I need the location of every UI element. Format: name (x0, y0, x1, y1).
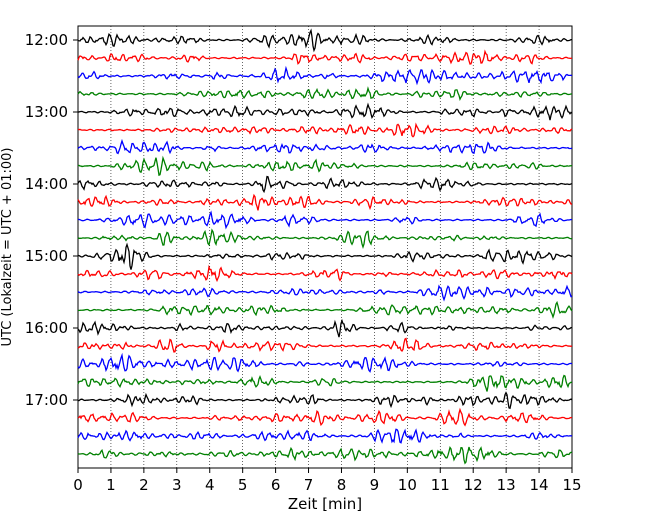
trace-1245 (77, 86, 573, 101)
y-tick-label: 15:00 (25, 247, 68, 265)
y-tick-label: 14:00 (25, 175, 68, 193)
trace-1500 (77, 242, 573, 270)
x-tick-label: 3 (172, 476, 182, 494)
trace-1215 (77, 49, 573, 65)
trace-1230 (77, 65, 573, 86)
y-tick-label: 12:00 (25, 31, 68, 49)
trace-1730 (77, 428, 573, 444)
x-tick-label: 6 (271, 476, 281, 494)
trace-1345 (77, 155, 573, 177)
x-tick-label: 12 (464, 476, 483, 494)
trace-1330 (77, 138, 573, 155)
trace-1715 (77, 407, 573, 427)
y-axis-ticks: 12:00 13:00 14:00 15:00 16:00 17:00 (25, 31, 78, 409)
trace-1530 (77, 284, 573, 302)
trace-1430 (77, 210, 573, 230)
x-tick-label: 13 (497, 476, 516, 494)
y-tick-label: 13:00 (25, 103, 68, 121)
y-axis-label: UTC (Lokalzeit = UTC + 01:00) (0, 148, 15, 347)
trace-1545 (77, 300, 573, 320)
trace-1615 (77, 337, 573, 353)
trace-1445 (77, 228, 573, 249)
x-tick-label: 0 (73, 476, 83, 494)
trace-1600 (77, 318, 573, 338)
x-tick-label: 9 (370, 476, 380, 494)
x-tick-label: 1 (106, 476, 116, 494)
trace-1700 (77, 391, 573, 410)
y-tick-label: 17:00 (25, 391, 68, 409)
trace-1200 (77, 28, 573, 53)
trace-1745 (77, 445, 573, 465)
x-tick-label: 2 (139, 476, 149, 494)
x-tick-label: 4 (205, 476, 215, 494)
x-axis-label: Zeit [min] (288, 495, 362, 513)
plot-frame (77, 25, 573, 469)
trace-1415 (77, 193, 573, 211)
trace-1300 (77, 102, 573, 121)
seismogram-traces (77, 28, 573, 465)
x-tick-label: 7 (304, 476, 314, 494)
trace-1315 (77, 122, 573, 138)
y-tick-label: 16:00 (25, 319, 68, 337)
x-tick-label: 11 (431, 476, 450, 494)
x-tick-label: 5 (238, 476, 248, 494)
trace-1630 (77, 352, 573, 373)
trace-1515 (77, 264, 573, 283)
x-tick-label: 15 (562, 476, 581, 494)
x-axis-ticks: 0 1 2 3 4 5 6 7 8 9 10 11 12 13 14 15 (73, 468, 582, 494)
x-tick-label: 10 (398, 476, 417, 494)
x-tick-label: 8 (337, 476, 347, 494)
trace-1645 (77, 374, 573, 392)
x-tick-label: 14 (530, 476, 549, 494)
trace-1400 (77, 175, 573, 194)
